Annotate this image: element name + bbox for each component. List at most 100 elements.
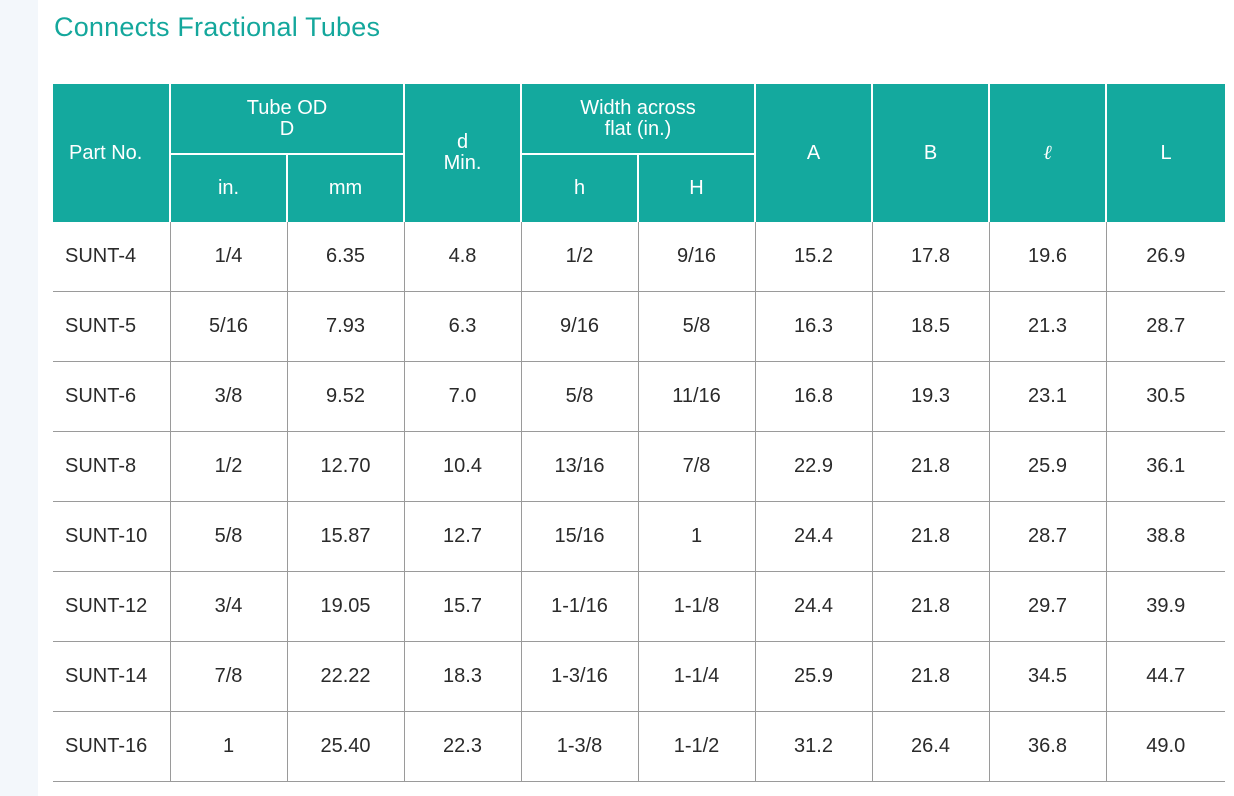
cell-mm: 25.40 <box>286 711 404 782</box>
cell-h-small: 9/16 <box>520 291 638 362</box>
header-d-line1: d <box>456 131 469 153</box>
header-in: in. <box>169 154 288 222</box>
cell-a: 16.3 <box>754 291 872 362</box>
header-b: B <box>871 84 990 222</box>
header-ell: ℓ <box>988 84 1107 222</box>
table-row: SUNT-4 1/4 6.35 4.8 1/2 9/16 15.2 17.8 1… <box>53 222 1225 292</box>
cell-ell: 21.3 <box>988 291 1106 362</box>
cell-a: 15.2 <box>754 222 872 292</box>
cell-mm: 12.70 <box>286 431 404 502</box>
cell-h-big: 7/8 <box>637 431 755 502</box>
cell-ell: 36.8 <box>988 711 1106 782</box>
cell-d: 7.0 <box>403 361 521 432</box>
cell-d: 15.7 <box>403 571 521 642</box>
cell-part-no: SUNT-5 <box>53 291 170 362</box>
cell-h-small: 1-3/16 <box>520 641 638 712</box>
header-l: L <box>1105 84 1225 222</box>
cell-b: 17.8 <box>871 222 989 292</box>
header-part-no: Part No. <box>53 84 171 222</box>
header-h-small: h <box>520 154 639 222</box>
cell-d: 6.3 <box>403 291 521 362</box>
cell-b: 26.4 <box>871 711 989 782</box>
table-row: SUNT-5 5/16 7.93 6.3 9/16 5/8 16.3 18.5 … <box>53 291 1225 362</box>
left-margin-strip <box>0 0 38 796</box>
cell-mm: 6.35 <box>286 222 404 292</box>
header-tube-od-line2: D <box>279 117 295 140</box>
cell-b: 21.8 <box>871 431 989 502</box>
cell-in: 1/2 <box>169 431 287 502</box>
cell-l: 39.9 <box>1105 571 1225 642</box>
cell-a: 16.8 <box>754 361 872 432</box>
page-title: Connects Fractional Tubes <box>54 12 381 42</box>
cell-mm: 7.93 <box>286 291 404 362</box>
cell-part-no: SUNT-6 <box>53 361 170 432</box>
cell-a: 24.4 <box>754 571 872 642</box>
header-ell-label: ℓ <box>1043 140 1052 164</box>
cell-h-small: 5/8 <box>520 361 638 432</box>
table-row: SUNT-10 5/8 15.87 12.7 15/16 1 24.4 21.8… <box>53 501 1225 572</box>
cell-d: 4.8 <box>403 222 521 292</box>
cell-part-no: SUNT-14 <box>53 641 170 712</box>
cell-h-big: 11/16 <box>637 361 755 432</box>
table-header: Part No. Tube OD D d Min. Width across f… <box>53 84 1225 222</box>
table-row: SUNT-6 3/8 9.52 7.0 5/8 11/16 16.8 19.3 … <box>53 361 1225 432</box>
cell-h-small: 1-3/8 <box>520 711 638 782</box>
cell-ell: 28.7 <box>988 501 1106 572</box>
cell-l: 44.7 <box>1105 641 1225 712</box>
cell-b: 18.5 <box>871 291 989 362</box>
cell-h-small: 13/16 <box>520 431 638 502</box>
cell-in: 1/4 <box>169 222 287 292</box>
cell-a: 24.4 <box>754 501 872 572</box>
cell-in: 3/4 <box>169 571 287 642</box>
cell-d: 18.3 <box>403 641 521 712</box>
header-width-line2: flat (in.) <box>604 117 672 140</box>
cell-a: 31.2 <box>754 711 872 782</box>
cell-d: 10.4 <box>403 431 521 502</box>
header-tube-od-line1: Tube OD <box>246 96 328 119</box>
cell-in: 3/8 <box>169 361 287 432</box>
cell-mm: 22.22 <box>286 641 404 712</box>
cell-h-big: 5/8 <box>637 291 755 362</box>
cell-d: 12.7 <box>403 501 521 572</box>
table-row: SUNT-12 3/4 19.05 15.7 1-1/16 1-1/8 24.4… <box>53 571 1225 642</box>
cell-b: 21.8 <box>871 501 989 572</box>
cell-l: 28.7 <box>1105 291 1225 362</box>
table-row: SUNT-16 1 25.40 22.3 1-3/8 1-1/2 31.2 26… <box>53 711 1225 782</box>
spec-table: Part No. Tube OD D d Min. Width across f… <box>53 84 1225 782</box>
cell-a: 22.9 <box>754 431 872 502</box>
cell-l: 49.0 <box>1105 711 1225 782</box>
cell-b: 21.8 <box>871 571 989 642</box>
cell-ell: 19.6 <box>988 222 1106 292</box>
header-mm: mm <box>286 154 405 222</box>
table-row: SUNT-8 1/2 12.70 10.4 13/16 7/8 22.9 21.… <box>53 431 1225 502</box>
cell-ell: 23.1 <box>988 361 1106 432</box>
cell-l: 36.1 <box>1105 431 1225 502</box>
cell-l: 30.5 <box>1105 361 1225 432</box>
header-h-big: H <box>637 154 756 222</box>
header-d-min: d Min. <box>403 84 522 222</box>
cell-h-small: 1/2 <box>520 222 638 292</box>
header-width-line1: Width across <box>580 96 696 119</box>
cell-h-small: 1-1/16 <box>520 571 638 642</box>
cell-ell: 29.7 <box>988 571 1106 642</box>
cell-h-big: 1 <box>637 501 755 572</box>
header-d-line2: Min. <box>443 152 482 174</box>
cell-ell: 34.5 <box>988 641 1106 712</box>
cell-part-no: SUNT-16 <box>53 711 170 782</box>
cell-l: 26.9 <box>1105 222 1225 292</box>
cell-h-big: 9/16 <box>637 222 755 292</box>
cell-mm: 19.05 <box>286 571 404 642</box>
cell-in: 7/8 <box>169 641 287 712</box>
table-body: SUNT-4 1/4 6.35 4.8 1/2 9/16 15.2 17.8 1… <box>53 222 1225 782</box>
cell-in: 1 <box>169 711 287 782</box>
cell-mm: 9.52 <box>286 361 404 432</box>
cell-part-no: SUNT-8 <box>53 431 170 502</box>
cell-d: 22.3 <box>403 711 521 782</box>
cell-in: 5/8 <box>169 501 287 572</box>
cell-h-big: 1-1/2 <box>637 711 755 782</box>
cell-h-small: 15/16 <box>520 501 638 572</box>
header-a: A <box>754 84 873 222</box>
cell-h-big: 1-1/4 <box>637 641 755 712</box>
cell-ell: 25.9 <box>988 431 1106 502</box>
